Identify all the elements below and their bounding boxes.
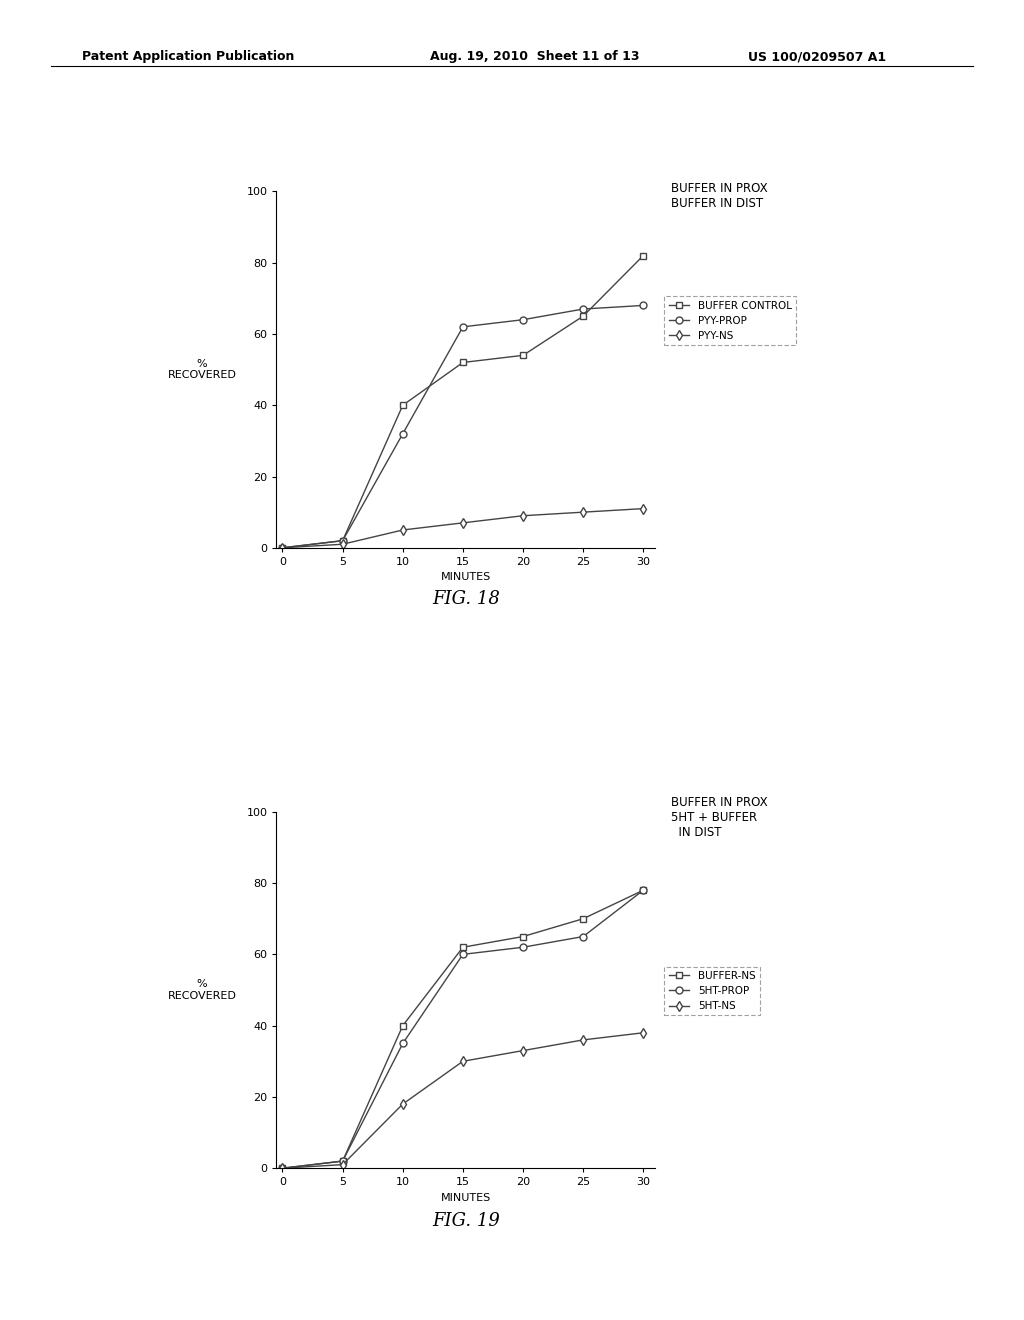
- Y-axis label: %
RECOVERED: % RECOVERED: [168, 359, 237, 380]
- Text: Patent Application Publication: Patent Application Publication: [82, 50, 294, 63]
- Y-axis label: %
RECOVERED: % RECOVERED: [168, 979, 237, 1001]
- X-axis label: MINUTES: MINUTES: [440, 573, 492, 582]
- Text: BUFFER IN PROX
5HT + BUFFER
  IN DIST: BUFFER IN PROX 5HT + BUFFER IN DIST: [671, 796, 767, 840]
- Legend: BUFFER CONTROL, PYY-PROP, PYY-NS: BUFFER CONTROL, PYY-PROP, PYY-NS: [665, 297, 796, 345]
- Text: FIG. 18: FIG. 18: [432, 590, 500, 609]
- Text: BUFFER IN PROX
BUFFER IN DIST: BUFFER IN PROX BUFFER IN DIST: [671, 182, 767, 210]
- Text: US 100/0209507 A1: US 100/0209507 A1: [748, 50, 886, 63]
- X-axis label: MINUTES: MINUTES: [440, 1193, 492, 1203]
- Text: FIG. 19: FIG. 19: [432, 1212, 500, 1230]
- Text: Aug. 19, 2010  Sheet 11 of 13: Aug. 19, 2010 Sheet 11 of 13: [430, 50, 640, 63]
- Legend: BUFFER-NS, 5HT-PROP, 5HT-NS: BUFFER-NS, 5HT-PROP, 5HT-NS: [665, 966, 760, 1015]
